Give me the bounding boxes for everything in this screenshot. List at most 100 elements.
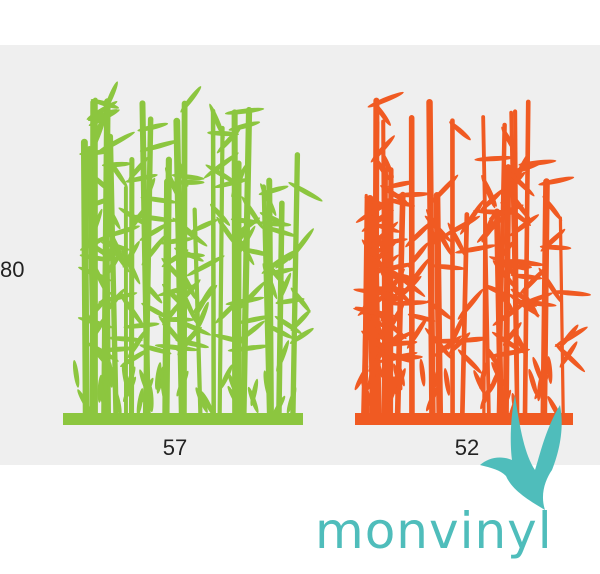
bamboo-leaf xyxy=(139,139,180,152)
bamboo-leaf xyxy=(504,171,526,193)
bamboo-leaf xyxy=(123,322,160,329)
bamboo-leaf xyxy=(103,243,115,270)
bamboo-leaf xyxy=(171,173,205,181)
bamboo-leaf xyxy=(443,368,451,396)
bamboo-leaf xyxy=(180,86,202,113)
brand-name: monvinyl xyxy=(315,502,553,560)
bamboo-leaf xyxy=(156,366,165,394)
bamboo-leaf xyxy=(195,387,208,413)
bamboo-leaf xyxy=(160,376,167,404)
height-label: 80 xyxy=(0,257,24,282)
bamboo-leaf xyxy=(395,191,430,198)
bamboo-stalk xyxy=(426,98,436,419)
bamboo-leaf xyxy=(290,309,311,331)
bamboo-leaf xyxy=(364,196,394,212)
bamboo-leaf xyxy=(176,370,189,397)
bamboo-leaf xyxy=(528,368,538,396)
bamboo-stalk xyxy=(142,116,154,418)
bamboo-leaf xyxy=(154,344,199,352)
bamboo-leaf xyxy=(209,103,225,139)
bamboo-leaf xyxy=(258,185,289,196)
bamboo-leaf xyxy=(500,202,532,226)
bamboo-leaf xyxy=(127,205,148,233)
bamboo-leaf xyxy=(473,370,486,396)
bamboo-leaf xyxy=(518,159,557,167)
bamboo-leaf xyxy=(289,327,314,344)
bamboo-leaf xyxy=(542,195,563,221)
bamboo-leaf xyxy=(124,366,136,393)
bamboo-leaf xyxy=(237,315,271,324)
bamboo-leaf xyxy=(432,221,453,257)
decal-base xyxy=(63,413,303,425)
bamboo-stalk xyxy=(502,164,512,419)
bamboo-leaf xyxy=(104,81,118,111)
bamboo-leaf xyxy=(125,174,158,183)
bamboo-leaf xyxy=(164,167,181,202)
bamboo-leaf xyxy=(136,388,144,416)
bamboo-leaf xyxy=(133,214,176,223)
bamboo-leaf xyxy=(457,288,484,320)
bamboo-leaf xyxy=(113,387,122,416)
bamboo-leaf xyxy=(393,354,423,361)
bamboo-leaf xyxy=(231,164,247,198)
bamboo-leaf xyxy=(555,343,586,373)
bamboo-leaf xyxy=(277,272,292,304)
bamboo-leaf xyxy=(538,267,563,305)
bamboo-leaf xyxy=(540,228,566,252)
bamboo-leaf xyxy=(449,121,471,141)
bamboo-leaf xyxy=(429,174,459,205)
bamboo-leaf xyxy=(123,376,137,402)
bamboo-stalk xyxy=(558,216,565,417)
bamboo-leaf xyxy=(127,329,147,359)
bamboo-leaf xyxy=(290,287,311,313)
bamboo-decal-green xyxy=(72,81,323,421)
bamboo-leaf xyxy=(370,311,385,341)
bamboo-leaf xyxy=(393,363,403,391)
bamboo-leaf xyxy=(141,234,167,266)
bamboo-leaf xyxy=(407,242,429,268)
bamboo-leaf xyxy=(276,340,290,372)
bamboo-leaf xyxy=(118,207,151,228)
bamboo-leaf xyxy=(203,152,239,179)
bamboo-leaf xyxy=(364,254,400,283)
bamboo-stalk xyxy=(180,100,188,418)
bamboo-leaf xyxy=(405,220,433,248)
bamboo-leaf xyxy=(389,300,430,306)
bamboo-leaf xyxy=(200,391,215,417)
bamboo-leaf xyxy=(360,376,371,403)
bamboo-leaf xyxy=(247,386,259,414)
bamboo-leaf xyxy=(72,359,80,388)
bamboo-leaf xyxy=(368,357,378,385)
bamboo-leaf xyxy=(100,241,130,251)
bamboo-leaf xyxy=(373,102,391,126)
bamboo-leaf xyxy=(175,319,212,336)
bamboo-leaf xyxy=(224,107,265,115)
bamboo-stalk xyxy=(266,177,274,418)
bamboo-leaf xyxy=(509,214,540,237)
bamboo-leaf xyxy=(101,161,132,168)
bamboo-leaf xyxy=(559,324,579,349)
bamboo-leaf xyxy=(264,267,296,276)
bamboo-leaf xyxy=(140,377,154,404)
bamboo-leaf xyxy=(479,188,505,212)
bamboo-leaf xyxy=(532,356,544,384)
bamboo-leaf xyxy=(353,288,396,297)
bamboo-leaf xyxy=(491,361,506,387)
bamboo-leaf xyxy=(546,356,553,384)
bamboo-leaf xyxy=(77,389,92,414)
bamboo-stalk xyxy=(80,138,90,419)
bamboo-stalk xyxy=(290,152,301,418)
bamboo-leaf xyxy=(386,376,395,404)
bamboo-leaf xyxy=(502,322,522,346)
bamboo-leaf xyxy=(499,389,512,416)
bamboo-leaf xyxy=(457,349,483,374)
bamboo-leaf xyxy=(99,381,106,410)
bamboo-leaf xyxy=(419,358,426,387)
bamboo-leaf xyxy=(228,121,261,131)
bamboo-stalk xyxy=(107,133,119,418)
bamboo-leaf xyxy=(180,270,197,300)
bamboo-leaf xyxy=(139,344,172,355)
bamboo-stalk xyxy=(210,108,216,418)
bamboo-leaf xyxy=(392,275,422,304)
